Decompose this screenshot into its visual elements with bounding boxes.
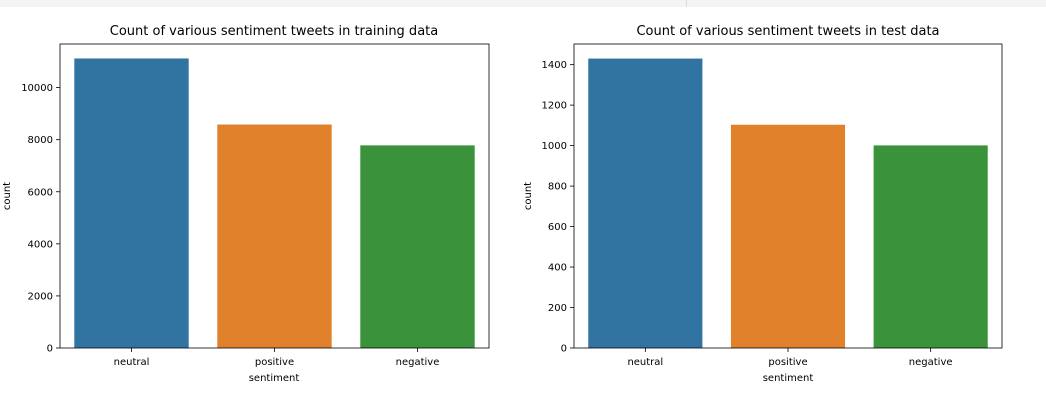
y-tick-group: 0 2000 4000 6000 8000 10000 <box>21 83 60 355</box>
y-tick-label: 800 <box>548 182 567 193</box>
chart-title: Count of various sentiment tweets in tes… <box>636 24 939 39</box>
x-tick-label: negative <box>396 357 440 368</box>
plot-frame <box>573 43 1003 349</box>
y-tick-label: 0 <box>47 344 53 355</box>
bar-positive <box>217 124 332 349</box>
y-tick-label: 1200 <box>542 101 567 112</box>
bar-group <box>74 58 475 349</box>
plot-frame <box>59 43 490 349</box>
y-tick-label: 4000 <box>28 239 53 250</box>
cell-divider <box>686 0 687 7</box>
y-tick-label: 200 <box>548 303 567 314</box>
y-tick-label: 1000 <box>542 141 567 152</box>
bar-neutral <box>588 58 703 348</box>
y-axis-label: count <box>523 182 534 210</box>
x-axis-label: sentiment <box>249 373 300 384</box>
chart-title: Count of various sentiment tweets in tra… <box>110 24 438 39</box>
x-tick-group: neutral positive negative <box>627 348 953 368</box>
y-tick-label: 10000 <box>21 83 53 94</box>
y-tick-label: 600 <box>548 222 567 233</box>
bar-negative <box>873 145 988 348</box>
training-sentiment-chart: Count of various sentiment tweets in tra… <box>2 24 490 384</box>
bar-positive <box>730 124 846 349</box>
y-tick-label: 400 <box>548 263 567 274</box>
y-tick-group: 0 200 400 600 800 1000 1200 1400 <box>542 60 574 355</box>
x-tick-group: neutral positive negative <box>114 348 440 368</box>
test-sentiment-chart: Count of various sentiment tweets in tes… <box>523 24 1003 384</box>
y-tick-label: 0 <box>561 344 567 355</box>
bar-neutral <box>74 58 189 349</box>
x-tick-label: neutral <box>114 357 150 368</box>
x-tick-label: positive <box>255 357 294 368</box>
x-tick-label: neutral <box>627 357 663 368</box>
notebook-cell-top-bar <box>0 0 1046 7</box>
x-tick-label: positive <box>768 357 807 368</box>
y-tick-label: 6000 <box>28 187 53 198</box>
x-tick-label: negative <box>909 357 953 368</box>
y-tick-label: 8000 <box>28 135 53 146</box>
y-tick-label: 1400 <box>542 60 567 71</box>
y-tick-label: 2000 <box>28 291 53 302</box>
bar-group <box>588 58 988 349</box>
x-axis-label: sentiment <box>763 373 814 384</box>
y-axis-label: count <box>2 182 13 210</box>
bar-negative <box>360 145 475 348</box>
